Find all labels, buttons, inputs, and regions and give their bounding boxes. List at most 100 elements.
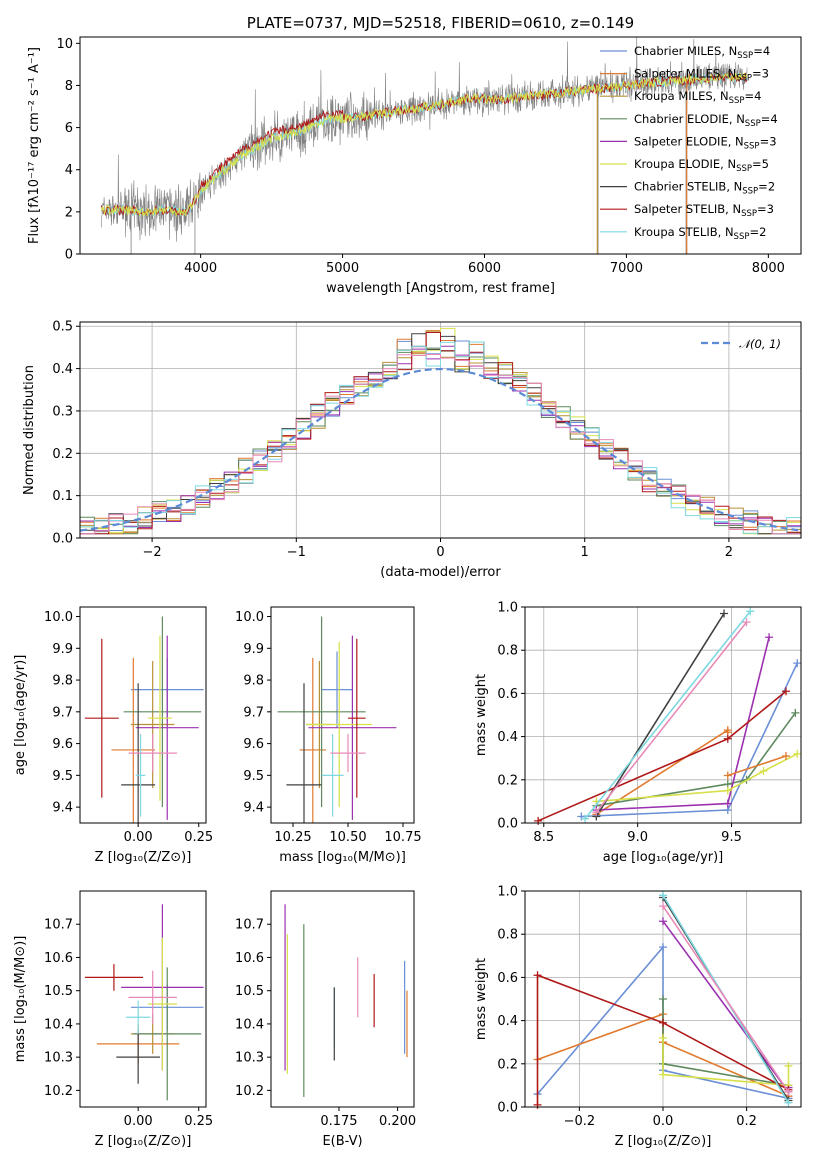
legend-equals: = — [752, 157, 762, 171]
chart-residuals: −2 −1 0 1 2 0.0 0.1 0.2 0.3 0.4 0.5 (data-model)/er… — [22, 320, 802, 580]
legend-n-value: 2 — [768, 180, 775, 194]
legend-entry: Salpeter MILES, NSSP=3 — [634, 67, 769, 84]
mass-weight-line — [536, 974, 789, 1105]
y-tick-label: 9.4 — [52, 801, 73, 816]
y-tick-label: 9.4 — [243, 801, 264, 816]
legend-separator: , — [713, 89, 720, 103]
plot-frame — [270, 606, 415, 824]
mass-weight-marker — [784, 1087, 793, 1096]
mass-weight-line — [727, 755, 787, 777]
y-axis-label: mass weight — [474, 674, 489, 756]
legend-equals: = — [760, 134, 770, 148]
y-tick-label: 4 — [65, 163, 73, 178]
legend-separator: , — [721, 44, 728, 58]
mass-weight-marker — [765, 633, 774, 642]
x-tick-label: 2 — [725, 545, 733, 560]
y-tick-label: 0.2 — [52, 447, 73, 462]
chart-title: PLATE=0737, MJD=52518, FIBERID=0610, z=0… — [247, 14, 634, 32]
y-tick-label: 0.8 — [497, 928, 518, 943]
x-axis-label: wavelength [Angstrom, rest frame] — [326, 281, 555, 296]
y-tick-label: 0.0 — [497, 817, 518, 832]
errorbar-point — [116, 1030, 160, 1084]
x-tick-label: 5000 — [326, 261, 359, 276]
plot-frame — [524, 890, 802, 1108]
y-tick-label: 10 — [56, 37, 73, 52]
y-axis-label: Normed distribution — [22, 365, 37, 495]
x-axis-label: (data-model)/error — [380, 565, 501, 580]
legend-equals: = — [758, 180, 768, 194]
y-tick-label: 0.1 — [52, 489, 73, 504]
y-tick-label: 10.0 — [44, 610, 73, 625]
y-tick-label: 10.2 — [44, 1084, 73, 1099]
y-tick-label: 10.5 — [44, 984, 73, 999]
y-tick-label: 0.6 — [497, 687, 518, 702]
mass-weight-line — [584, 610, 751, 820]
legend-n-subscript: SSP — [734, 232, 750, 242]
legend-model: Salpeter STELIB — [634, 202, 725, 216]
mass-weight-marker — [791, 708, 800, 717]
legend-n-prefix: N — [735, 134, 744, 148]
mass-weight-marker — [659, 1070, 667, 1079]
plot-frame — [524, 606, 802, 824]
legend-n-subscript: SSP — [744, 141, 760, 151]
legend-n-subscript: SSP — [736, 74, 752, 84]
errorbar-point — [84, 964, 143, 991]
legend-n-prefix: N — [720, 89, 729, 103]
legend-model: Kroupa MILES — [634, 89, 713, 103]
mass-weight-marker — [659, 1018, 667, 1027]
errorbar-point — [135, 734, 146, 817]
legend-n-prefix: N — [727, 157, 736, 171]
y-tick-label: 0.4 — [497, 1014, 518, 1029]
legend-n-subscript: SSP — [729, 96, 745, 106]
errorbar-point — [306, 641, 373, 808]
y-tick-label: 0.0 — [52, 532, 73, 547]
legend-separator: , — [729, 112, 736, 126]
y-tick-label: 0.5 — [52, 320, 73, 335]
errorbar-point — [133, 967, 202, 1101]
mass-weight-line — [596, 753, 798, 803]
mass-weight-marker — [784, 1061, 793, 1070]
mass-weight-marker — [581, 814, 590, 823]
legend-entry: Salpeter STELIB, NSSP=3 — [634, 202, 774, 219]
legend-entry: Kroupa STELIB, NSSP=2 — [634, 225, 766, 242]
mass-weight-marker — [659, 943, 667, 952]
legend-model: Chabrier MILES — [634, 44, 721, 58]
y-tick-label: 10.7 — [235, 918, 264, 933]
mass-weight-marker — [659, 995, 667, 1003]
y-tick-label: 9.9 — [52, 642, 73, 657]
x-tick-label: 0.2 — [736, 1114, 757, 1129]
mass-weight-marker — [793, 749, 802, 758]
x-tick-label: 0.25 — [184, 830, 213, 845]
y-axis-label: Flux [fλ10⁻¹⁷ erg cm⁻² s⁻¹ A⁻¹] — [27, 47, 42, 244]
normal-curve — [80, 367, 799, 532]
x-tick-label: 1 — [581, 545, 589, 560]
x-tick-label: 0.200 — [379, 1114, 416, 1129]
legend-model: Salpeter ELODIE — [634, 134, 728, 148]
mass-weight-line — [596, 712, 797, 807]
mass-weight-marker — [720, 609, 729, 618]
legend-model: Chabrier STELIB — [634, 180, 726, 194]
mass-weight-line — [662, 905, 790, 1093]
errorbar-point — [147, 635, 173, 801]
mass-weight-marker — [533, 1100, 542, 1109]
x-tick-label: 4000 — [184, 261, 217, 276]
y-tick-label: 6 — [65, 121, 73, 136]
model-spectrum-line — [100, 71, 748, 218]
mass-weight-marker — [534, 816, 543, 825]
legend-n-value: 4 — [770, 112, 777, 126]
x-tick-label: 8000 — [752, 261, 785, 276]
y-tick-label: 9.7 — [243, 705, 264, 720]
legend-n-prefix: N — [725, 225, 734, 239]
legend-n-subscript: SSP — [741, 209, 757, 219]
legend-model: Salpeter MILES — [634, 67, 720, 81]
x-axis-label: E(B-V) — [322, 1134, 362, 1149]
legend-entry: Kroupa ELODIE, NSSP=5 — [634, 157, 769, 174]
x-tick-label: 7000 — [610, 261, 643, 276]
errorbar-point — [321, 734, 344, 817]
y-tick-label: 10.4 — [235, 1017, 264, 1032]
x-tick-label: 9.5 — [721, 830, 742, 845]
y-tick-label: 9.5 — [243, 769, 264, 784]
errorbar-point — [111, 657, 156, 823]
y-tick-label: 0 — [65, 248, 73, 263]
legend-n-prefix: N — [736, 112, 745, 126]
